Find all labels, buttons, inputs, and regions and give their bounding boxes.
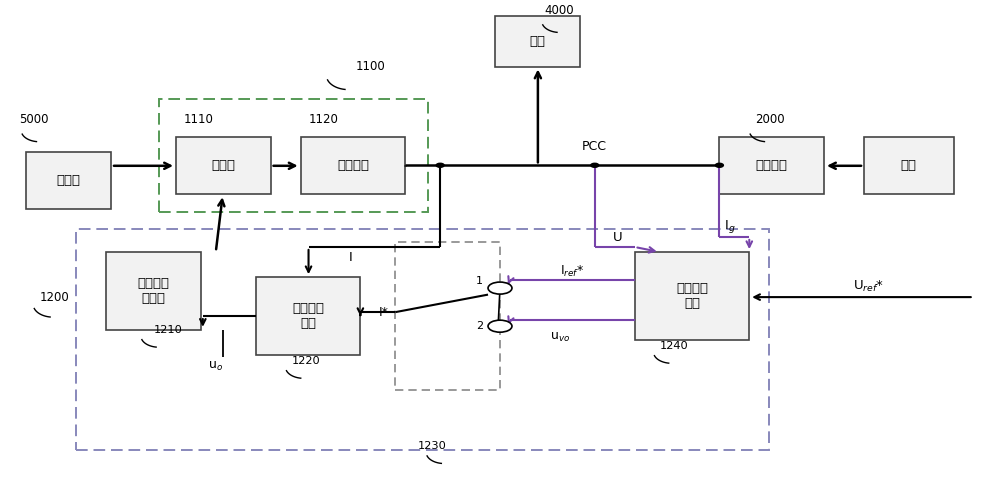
Text: 驱动信号
发生器: 驱动信号 发生器	[137, 277, 169, 305]
Text: 蓄电池: 蓄电池	[57, 174, 81, 187]
Text: 负载: 负载	[529, 35, 545, 48]
Text: 电流内环
单元: 电流内环 单元	[292, 302, 324, 330]
Text: u$_{vo}$: u$_{vo}$	[550, 331, 570, 344]
Circle shape	[715, 163, 723, 167]
FancyBboxPatch shape	[635, 252, 749, 340]
Text: 可控开关: 可控开关	[756, 159, 788, 172]
Circle shape	[436, 163, 444, 167]
FancyBboxPatch shape	[301, 137, 405, 195]
FancyBboxPatch shape	[176, 137, 271, 195]
Text: 2: 2	[476, 321, 483, 331]
Text: 4000: 4000	[544, 4, 574, 17]
FancyBboxPatch shape	[864, 137, 954, 195]
Text: 1210: 1210	[154, 325, 183, 335]
Text: 滤波电路: 滤波电路	[337, 159, 369, 172]
Text: PCC: PCC	[582, 140, 607, 153]
FancyBboxPatch shape	[495, 17, 580, 67]
Text: 1110: 1110	[184, 113, 214, 125]
Text: I: I	[349, 250, 352, 264]
Circle shape	[591, 163, 599, 167]
Text: 1120: 1120	[309, 113, 338, 125]
Text: 变流器: 变流器	[211, 159, 235, 172]
FancyBboxPatch shape	[256, 277, 360, 355]
FancyBboxPatch shape	[106, 252, 201, 330]
Text: 1240: 1240	[660, 341, 688, 351]
FancyBboxPatch shape	[719, 137, 824, 195]
Text: 1220: 1220	[292, 356, 320, 366]
Text: I$_{ref}$*: I$_{ref}$*	[560, 264, 584, 279]
Circle shape	[488, 282, 512, 294]
Text: 1100: 1100	[355, 60, 385, 73]
Text: 1200: 1200	[39, 291, 69, 303]
Text: U: U	[613, 231, 622, 244]
Text: 1230: 1230	[418, 442, 447, 452]
Text: 电压外环
单元: 电压外环 单元	[676, 282, 708, 310]
Text: u$_o$: u$_o$	[208, 360, 223, 373]
Text: I$_g$: I$_g$	[724, 218, 735, 235]
Text: 5000: 5000	[19, 113, 49, 125]
Circle shape	[488, 320, 512, 332]
Text: 1: 1	[476, 276, 483, 286]
Text: I*: I*	[378, 305, 388, 319]
Text: U$_{ref}$*: U$_{ref}$*	[853, 279, 885, 294]
Text: 2000: 2000	[755, 113, 785, 125]
FancyBboxPatch shape	[26, 152, 111, 209]
Text: 市电: 市电	[901, 159, 917, 172]
